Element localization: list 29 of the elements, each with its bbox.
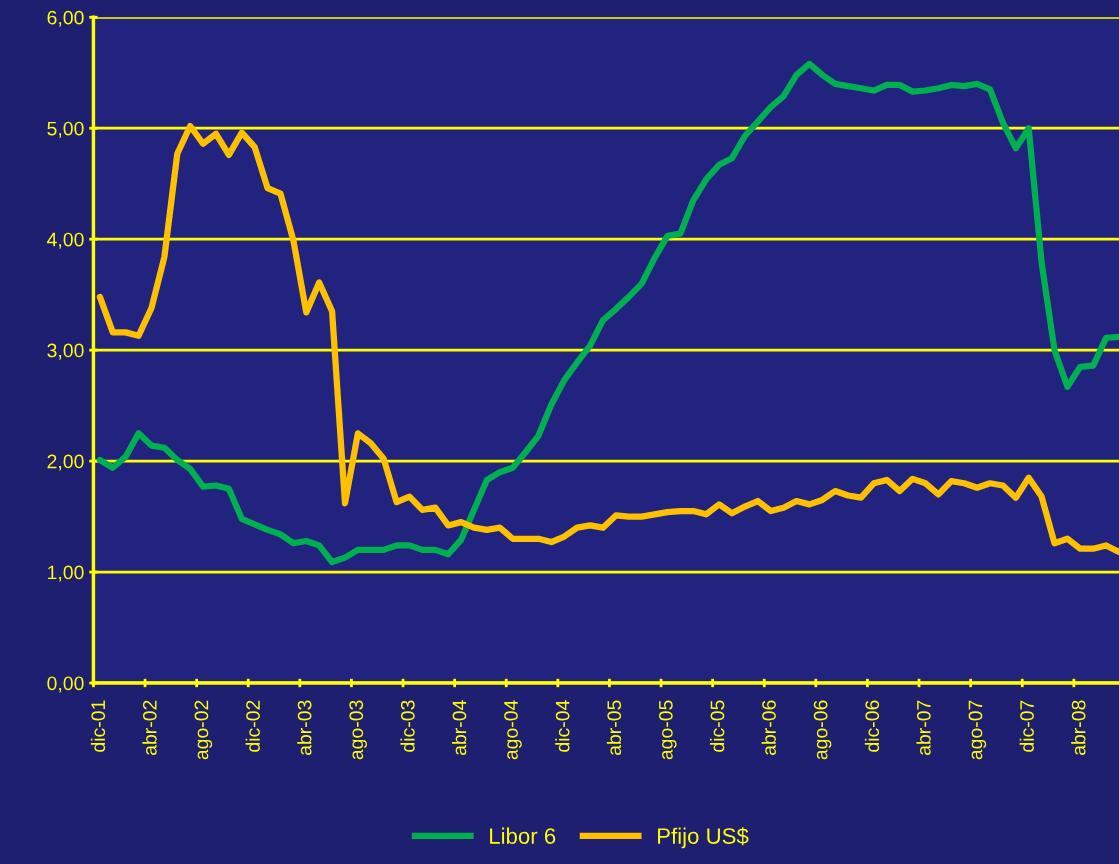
x-tick-label: dic-03 (400, 700, 415, 752)
x-tick-label: dic-04 (555, 700, 570, 752)
x-tick-label: ago-02 (194, 700, 213, 760)
x-tick-label: ago-03 (349, 700, 367, 760)
x-tick-label: ago-07 (968, 700, 987, 760)
x-tick-label: abr-04 (452, 700, 467, 756)
y-tick-label: 0,00 (47, 676, 84, 693)
x-tick-label: abr-08 (1071, 700, 1086, 756)
x-tick-label: abr-06 (761, 700, 776, 756)
x-tick-label: ago-04 (504, 700, 522, 760)
x-tick-label: dic-05 (710, 700, 725, 752)
y-tick-label: 3,00 (47, 343, 84, 360)
y-tick-label: 4,00 (47, 232, 84, 249)
x-tick-label: dic-06 (864, 700, 880, 752)
y-tick-label: 5,00 (47, 121, 84, 138)
x-tick-label: ago-05 (658, 700, 677, 760)
x-tick-label: abr-07 (916, 700, 931, 756)
y-tick-label: 2,00 (47, 454, 84, 471)
y-tick-label: 1,00 (48, 565, 84, 582)
x-tick-label: dic-07 (1019, 700, 1034, 752)
legend-label: Pfijo US$ (658, 827, 749, 849)
x-tick-label: abr-03 (297, 700, 312, 756)
x-tick-label: abr-02 (142, 700, 157, 756)
legend-label: Libor 6 (490, 827, 556, 844)
x-tick-label: dic-02 (245, 700, 260, 752)
x-tick-label: ago-06 (813, 700, 832, 760)
x-tick-label: dic-01 (90, 700, 106, 752)
x-tick-label: abr-05 (606, 700, 622, 756)
y-tick-label: 6,00 (47, 10, 84, 27)
